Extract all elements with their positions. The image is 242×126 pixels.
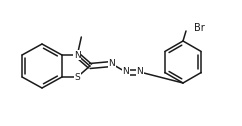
Text: N: N [136, 68, 143, 76]
Text: S: S [75, 72, 80, 82]
Text: N: N [122, 68, 129, 76]
Text: Br: Br [194, 23, 205, 33]
Text: N: N [74, 51, 81, 59]
Text: N: N [109, 59, 115, 69]
